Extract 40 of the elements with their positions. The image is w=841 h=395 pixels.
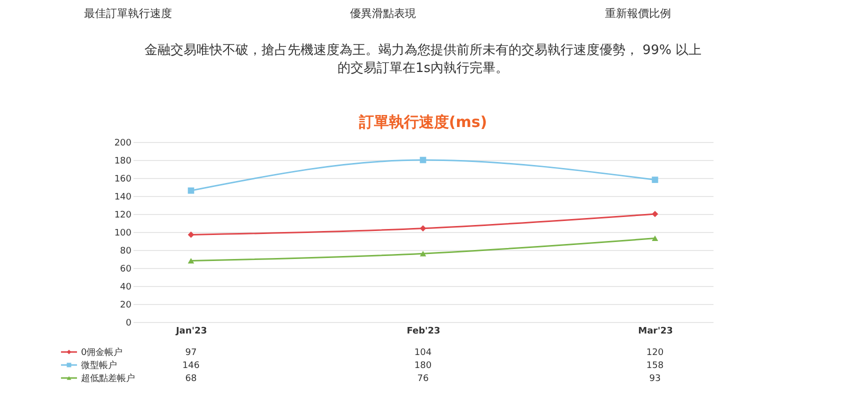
data-label: 68	[185, 374, 197, 384]
point	[188, 187, 194, 194]
y-tick-label: 180	[114, 156, 132, 166]
point	[652, 210, 658, 218]
point	[420, 225, 426, 232]
legend-label: 微型帳户	[81, 360, 117, 371]
data-label: 104	[414, 348, 432, 358]
data-label: 146	[182, 361, 200, 371]
point	[652, 176, 658, 183]
data-label: 97	[185, 348, 197, 358]
legend-label: 超低點差帳户	[81, 373, 135, 384]
x-tick-label: Feb'23	[406, 326, 440, 336]
y-tick-label: 80	[120, 246, 132, 256]
y-tick-label: 160	[114, 174, 132, 184]
chart-title: 訂單執行速度(ms)	[358, 113, 488, 131]
text: 最佳訂單執行速度	[84, 7, 172, 20]
x-tick-label: Jan'23	[174, 326, 208, 336]
y-tick-label: 0	[126, 318, 132, 328]
y-tick-label: 100	[114, 228, 132, 238]
x-tick-label: Mar'23	[638, 326, 673, 336]
data-label: 76	[417, 374, 429, 384]
text: 重新報價比例	[605, 7, 671, 20]
data-label: 158	[646, 361, 664, 371]
text: 金融交易唯快不破，搶占先機速度為王。竭力為您提供前所未有的交易執行速度優勢， 99% 以上的交易訂單在1s內執行完畢。	[144, 42, 702, 76]
y-tick-label: 40	[120, 282, 132, 292]
point	[652, 236, 658, 242]
y-tick-label: 20	[120, 300, 132, 310]
point	[420, 250, 426, 256]
y-tick-label: 60	[120, 264, 132, 274]
text: 優異滑點表現	[350, 7, 416, 20]
y-tick-label: 140	[114, 192, 132, 202]
data-label: 120	[646, 348, 664, 358]
y-tick-label: 200	[114, 138, 132, 148]
point	[188, 258, 194, 264]
legend-label: 0佣金帳户	[81, 347, 123, 358]
y-tick-label: 120	[114, 210, 132, 220]
point	[420, 156, 426, 164]
point	[188, 232, 194, 238]
data-label: 93	[649, 374, 661, 384]
data-label: 180	[414, 361, 432, 371]
